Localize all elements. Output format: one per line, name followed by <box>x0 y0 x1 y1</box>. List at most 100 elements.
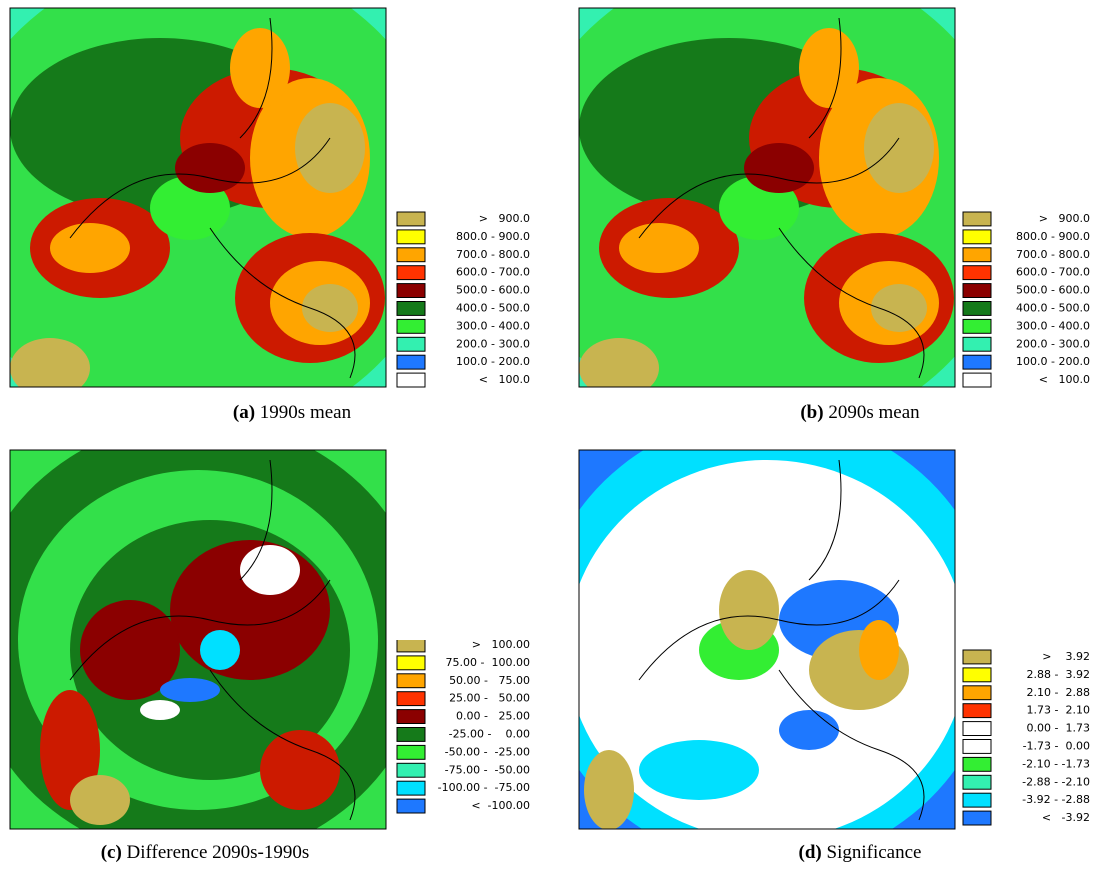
legend-swatch <box>396 640 426 653</box>
legend-swatch <box>962 283 992 299</box>
legend-swatch <box>962 721 992 736</box>
legend-label: -100.00 - -75.00 <box>438 781 530 794</box>
legend-swatch <box>962 792 992 808</box>
legend-label: 2.88 - 3.92 <box>1027 668 1090 681</box>
legend-swatch <box>962 756 992 772</box>
legend-swatch <box>962 229 992 245</box>
caption-text: 2090s mean <box>828 402 920 423</box>
legend-swatch <box>396 318 426 334</box>
map-region <box>864 103 934 193</box>
map-region <box>175 143 245 193</box>
caption: (a) 1990s mean <box>233 402 352 423</box>
caption-label: (b) <box>800 402 823 423</box>
legend-swatch <box>962 318 992 334</box>
legend-label: 400.0 - 500.0 <box>1016 301 1090 314</box>
panel: > 900.0 800.0 - 900.0 700.0 - 800.0 600.0 -… <box>9 7 530 423</box>
legend-swatch <box>962 703 992 719</box>
legend-swatch <box>396 727 426 742</box>
legend-swatch <box>962 810 992 826</box>
legend-swatch <box>962 301 992 316</box>
legend-label: 75.00 - 100.00 <box>446 656 530 669</box>
legend-label: -25.00 - 0.00 <box>449 727 530 740</box>
legend-swatch <box>396 247 426 263</box>
map-region <box>799 28 859 108</box>
caption-text: Difference 2090s-1990s <box>127 842 310 863</box>
legend-label: -50.00 - -25.00 <box>445 745 530 758</box>
legend-swatch <box>396 780 426 796</box>
map-region <box>584 750 634 829</box>
legend-swatch <box>396 709 426 724</box>
legend-label: 0.00 - 25.00 <box>456 710 530 723</box>
map-region <box>639 740 759 800</box>
map-region <box>779 710 839 750</box>
legend-label: -1.73 - 0.00 <box>1023 739 1090 752</box>
legend-label: 200.0 - 300.0 <box>1016 337 1090 350</box>
legend-label: < -3.92 <box>1042 811 1090 824</box>
legend-label: 100.0 - 200.0 <box>456 355 530 368</box>
map-frame <box>578 7 956 388</box>
legend: > 3.92 2.88 - 3.92 2.10 - 2.88 1.73 - 2.10 0… <box>962 649 1090 826</box>
legend-label: 50.00 - 75.00 <box>449 674 530 687</box>
coastline <box>638 17 925 379</box>
legend-label: 300.0 - 400.0 <box>456 319 530 332</box>
legend-label: > 3.92 <box>1042 650 1090 663</box>
legend-swatch <box>396 211 426 227</box>
legend-label: > 100.00 <box>472 638 530 651</box>
legend-label: 800.0 - 900.0 <box>456 230 530 243</box>
legend-swatch <box>396 673 426 689</box>
legend-swatch <box>962 739 992 754</box>
legend-swatch <box>962 667 992 683</box>
legend-swatch <box>396 691 426 707</box>
map-region <box>240 545 300 595</box>
legend-swatch <box>396 655 426 671</box>
legend-swatch <box>396 336 426 352</box>
map-region <box>160 678 220 702</box>
map-region <box>302 284 358 332</box>
caption-text: 1990s mean <box>260 402 352 423</box>
legend-label: 600.0 - 700.0 <box>1016 266 1090 279</box>
map <box>579 450 955 829</box>
map-region <box>50 223 130 273</box>
legend-swatch <box>962 685 992 701</box>
caption: (b) 2090s mean <box>800 402 920 423</box>
caption: (d) Significance <box>799 842 922 863</box>
legend-label: -3.92 - -2.88 <box>1022 793 1090 806</box>
map-region <box>140 700 180 720</box>
legend-label: 500.0 - 600.0 <box>1016 284 1090 297</box>
panel: > 100.00 75.00 - 100.00 50.00 - 75.00 25.00… <box>9 449 530 863</box>
legend-label: < -100.00 <box>471 799 530 812</box>
caption-label: (c) <box>101 842 122 863</box>
map-region <box>200 630 240 670</box>
legend-swatch <box>962 247 992 263</box>
legend-label: 25.00 - 50.00 <box>449 692 530 705</box>
map-region <box>744 143 814 193</box>
caption-label: (a) <box>233 402 255 423</box>
legend-swatch <box>962 336 992 352</box>
caption-text: Significance <box>827 842 922 863</box>
legend-label: 1.73 - 2.10 <box>1027 704 1090 717</box>
legend-label: -2.10 - -1.73 <box>1022 757 1090 770</box>
coastline <box>69 459 356 821</box>
legend-swatch <box>396 798 426 814</box>
legend-label: -75.00 - -50.00 <box>445 763 530 776</box>
panel: > 900.0 800.0 - 900.0 700.0 - 800.0 600.0 -… <box>578 7 1090 423</box>
legend-swatch <box>396 372 426 388</box>
legend-label: < 100.0 <box>479 373 530 386</box>
legend-label: 800.0 - 900.0 <box>1016 230 1090 243</box>
legend-swatch <box>962 372 992 388</box>
map-region <box>230 28 290 108</box>
coastline <box>638 459 925 821</box>
map-region <box>871 284 927 332</box>
legend-label: > 900.0 <box>1039 212 1090 225</box>
legend-label: 2.10 - 2.88 <box>1027 686 1090 699</box>
legend-label: 600.0 - 700.0 <box>456 266 530 279</box>
coastline <box>69 17 356 379</box>
legend-swatch <box>962 649 992 665</box>
panel: > 3.92 2.88 - 3.92 2.10 - 2.88 1.73 - 2.10 0… <box>578 449 1090 863</box>
map-region <box>719 570 779 650</box>
map-region <box>70 775 130 825</box>
legend-swatch <box>396 301 426 316</box>
legend-swatch <box>396 283 426 299</box>
legend-swatch <box>962 774 992 790</box>
